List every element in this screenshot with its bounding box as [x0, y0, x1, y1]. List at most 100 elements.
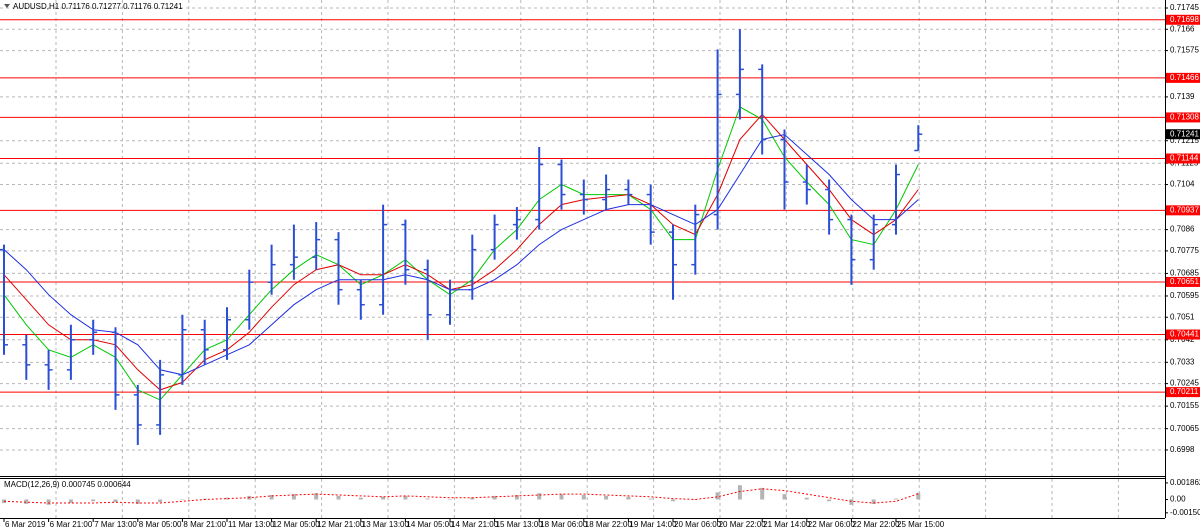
x-tick-label: 13 Mar 13:00 [362, 520, 410, 529]
histogram-bar [871, 499, 876, 504]
level-label-box [1166, 153, 1200, 164]
histogram-bar [180, 499, 185, 500]
histogram-bar [68, 499, 73, 504]
last-price-box [1166, 129, 1200, 140]
histogram-bar [760, 487, 765, 500]
histogram-bar [827, 499, 832, 502]
moving-average-line [3, 113, 919, 391]
indicator-title: MACD(12,26,9) 0.000745 0.000644 [4, 480, 131, 489]
moving-average-line [3, 133, 919, 376]
level-label: 0.71466 [1170, 73, 1199, 82]
histogram-bar [514, 495, 519, 500]
x-tick-label: 14 Mar 21:00 [451, 520, 499, 529]
histogram-bar [46, 499, 51, 505]
histogram-bar [336, 495, 341, 500]
y-tick-label: 0.70775 [1170, 246, 1199, 255]
histogram-bar [693, 499, 698, 500]
histogram-bar [225, 497, 229, 500]
histogram-bar [381, 496, 386, 500]
histogram-bar [358, 497, 363, 500]
y-tick-label: 0.71745 [1170, 3, 1199, 12]
histogram-bar [782, 494, 787, 500]
x-tick-label: 22 Mar 22:00 [852, 520, 900, 529]
y-tick-label: 0.00 [1170, 495, 1186, 504]
histogram-bar [24, 499, 29, 504]
x-tick-label: 19 Mar 14:00 [629, 520, 677, 529]
histogram-bar [2, 499, 6, 504]
level-label: 0.70937 [1170, 205, 1199, 214]
menu-icon [4, 4, 10, 8]
signal-line [3, 488, 919, 504]
y-tick-label: 0.70685 [1170, 269, 1199, 278]
y-tick-label: 0.7166 [1170, 24, 1195, 33]
histogram-bar [113, 499, 118, 503]
histogram-bar [448, 499, 452, 500]
y-tick-label: 0.70245 [1170, 379, 1199, 388]
histogram-bar [158, 499, 163, 503]
level-label: 0.71308 [1170, 113, 1199, 122]
level-label-box [1166, 205, 1200, 216]
level-label-box [1166, 14, 1200, 25]
histogram-bar [804, 497, 809, 500]
histogram-bar [626, 496, 631, 500]
x-tick-label: 22 Mar 06:00 [808, 520, 856, 529]
x-tick-label: 8 Mar 05:00 [139, 520, 182, 529]
y-tick-label: 0.001862 [1170, 478, 1200, 487]
y-tick-label: -0.00150 [1170, 508, 1200, 517]
x-tick-label: 12 Mar 21:00 [317, 520, 365, 529]
y-tick-label: 0.7086 [1170, 225, 1195, 234]
x-tick-label: 18 Mar 06:00 [540, 520, 588, 529]
y-tick-label: 0.7139 [1170, 92, 1195, 101]
histogram-bar [135, 499, 140, 504]
y-tick-label: 0.7051 [1170, 312, 1195, 321]
level-label-box [1166, 72, 1200, 83]
y-tick-label: 0.71215 [1170, 136, 1199, 145]
x-tick-label: 14 Mar 05:00 [406, 520, 454, 529]
histogram-bar [269, 495, 274, 500]
x-tick-label: 12 Mar 05:00 [273, 520, 321, 529]
histogram-bar [894, 498, 898, 500]
level-label-box [1166, 329, 1200, 340]
level-label: 0.71698 [1170, 15, 1199, 24]
x-tick-label: 7 Mar 13:00 [94, 520, 137, 529]
histogram-bar [604, 495, 609, 500]
histogram-bar [470, 497, 475, 500]
y-tick-label: 0.70065 [1170, 424, 1199, 433]
histogram-bar [581, 495, 586, 500]
y-tick-label: 0.7033 [1170, 357, 1195, 366]
histogram-bar [403, 495, 408, 500]
level-label: 0.70211 [1170, 387, 1199, 396]
histogram-bar [648, 498, 653, 500]
chart-title: AUDUSD,H1 0.71176 0.71277 0.71176 0.7124… [13, 2, 183, 11]
x-tick-label: 15 Mar 13:00 [496, 520, 544, 529]
x-tick-label: 20 Mar 22:00 [719, 520, 767, 529]
label-layer: 0.717450.71660.715750.71390.712150.71125… [3, 3, 1200, 529]
x-tick-label: 8 Mar 21:00 [183, 520, 226, 529]
x-tick-label: 6 Mar 2019 [5, 520, 46, 529]
x-tick-label: 18 Mar 22:00 [585, 520, 633, 529]
histogram-bar [425, 498, 430, 500]
y-tick-label: 0.70595 [1170, 291, 1199, 300]
histogram-bar [916, 492, 921, 500]
x-tick-label: 11 Mar 13:00 [228, 520, 275, 529]
plot-layer [0, 19, 1165, 505]
y-tick-label: 0.70155 [1170, 401, 1199, 410]
y-tick-label: 0.6998 [1170, 445, 1195, 454]
last-price-label: 0.71241 [1170, 129, 1199, 138]
histogram-bar [559, 494, 564, 500]
x-tick-label: 6 Mar 21:00 [50, 520, 93, 529]
histogram-bar [849, 499, 854, 505]
y-tick-label: 0.7104 [1170, 180, 1195, 189]
histogram-bar [537, 493, 542, 500]
histogram-bar [715, 492, 720, 500]
histogram-bar [737, 485, 742, 500]
level-label-box [1166, 387, 1200, 398]
y-tick-label: 0.71575 [1170, 46, 1199, 55]
level-label-box [1166, 112, 1200, 123]
histogram-bar [671, 499, 675, 502]
x-tick-label: 20 Mar 06:00 [674, 520, 722, 529]
x-tick-label: 21 Mar 14:00 [763, 520, 811, 529]
histogram-bar [91, 499, 96, 502]
